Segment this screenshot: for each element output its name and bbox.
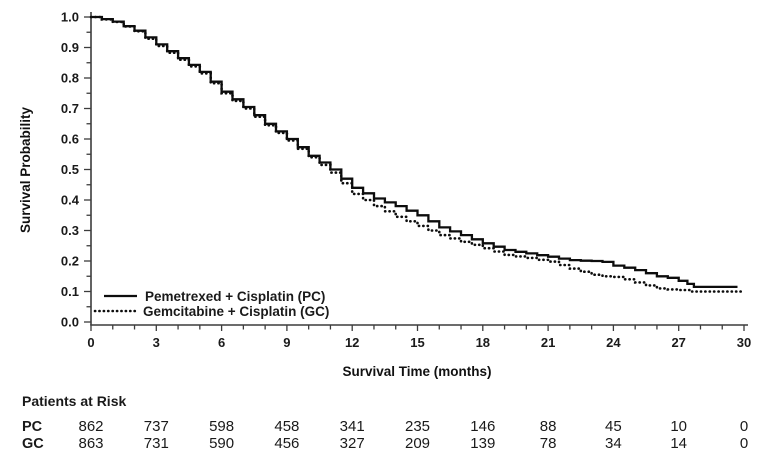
risk-value: 737	[144, 418, 169, 435]
risk-row-values-pc: 862 737 598 458 341 235 146 88 45 10 0	[78, 418, 748, 435]
x-tick-label: 30	[737, 335, 751, 350]
risk-table: Patients at Risk PC GC 862 737 598 458 341 23…	[22, 393, 748, 452]
y-tick-label: 0.1	[61, 284, 79, 299]
risk-value: 146	[470, 418, 495, 435]
gc-survival-curve	[89, 15, 746, 293]
y-axis-ticks: 0.0 0.1 0.2 0.3 0.4 0.5 0.6 0.7 0.8 0.9 1.0	[61, 10, 91, 330]
risk-value: 458	[274, 418, 299, 435]
risk-value: 731	[144, 435, 169, 452]
x-tick-label: 9	[283, 335, 290, 350]
risk-row-label-gc: GC	[22, 436, 44, 452]
risk-value: 14	[670, 435, 687, 452]
legend-label-pc: Pemetrexed + Cisplatin (PC)	[145, 289, 325, 304]
risk-value: 10	[670, 418, 687, 435]
risk-value: 341	[340, 418, 365, 435]
risk-value: 34	[605, 435, 622, 452]
risk-value: 327	[340, 435, 365, 452]
pc-survival-curve	[91, 15, 738, 289]
risk-value: 209	[405, 435, 430, 452]
x-axis-title: Survival Time (months)	[342, 364, 491, 379]
y-tick-label: 0.8	[61, 71, 79, 86]
y-tick-label: 0.6	[61, 132, 79, 147]
risk-value: 0	[740, 435, 748, 452]
x-tick-label: 21	[541, 335, 555, 350]
x-axis-ticks: 0 3 6 9 12 15 18 21 24 27 30	[87, 325, 751, 350]
risk-value: 0	[740, 418, 748, 435]
y-tick-label: 1.0	[61, 10, 79, 25]
survival-curves	[89, 15, 746, 293]
risk-value: 598	[209, 418, 234, 435]
x-tick-label: 18	[476, 335, 490, 350]
risk-value: 139	[470, 435, 495, 452]
y-tick-label: 0.2	[61, 254, 79, 269]
risk-row-label-pc: PC	[22, 419, 43, 435]
risk-value: 235	[405, 418, 430, 435]
risk-value: 45	[605, 418, 622, 435]
risk-value: 862	[78, 418, 103, 435]
y-tick-label: 0.7	[61, 101, 79, 116]
plot-axes: 0.0 0.1 0.2 0.3 0.4 0.5 0.6 0.7 0.8 0.9 1.0 0 3 6 9 12…	[61, 10, 751, 351]
risk-value: 863	[78, 435, 103, 452]
x-tick-label: 3	[153, 335, 160, 350]
y-tick-label: 0.4	[61, 193, 80, 208]
x-tick-label: 27	[671, 335, 685, 350]
x-tick-label: 24	[606, 335, 621, 350]
x-tick-label: 0	[87, 335, 94, 350]
legend: Pemetrexed + Cisplatin (PC) Gemcitabine …	[93, 289, 329, 319]
x-tick-label: 12	[345, 335, 359, 350]
risk-row-values-gc: 863 731 590 456 327 209 139 78 34 14 0	[78, 435, 748, 452]
risk-value: 456	[274, 435, 299, 452]
y-tick-label: 0.0	[61, 315, 79, 330]
legend-label-gc: Gemcitabine + Cisplatin (GC)	[143, 304, 329, 319]
risk-table-title: Patients at Risk	[22, 393, 126, 409]
y-tick-label: 0.9	[61, 40, 79, 55]
y-tick-label: 0.5	[61, 162, 79, 177]
risk-value: 88	[540, 418, 557, 435]
x-tick-label: 6	[218, 335, 225, 350]
risk-value: 78	[540, 435, 557, 452]
y-axis-title: Survival Probability	[18, 106, 33, 233]
y-tick-label: 0.3	[61, 223, 79, 238]
x-tick-label: 15	[410, 335, 424, 350]
risk-value: 590	[209, 435, 234, 452]
